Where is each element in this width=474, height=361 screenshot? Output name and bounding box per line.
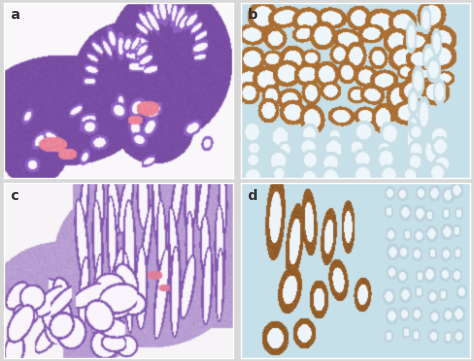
Text: c: c <box>11 189 19 203</box>
Text: d: d <box>248 189 257 203</box>
Text: b: b <box>248 8 257 22</box>
Text: a: a <box>11 8 20 22</box>
